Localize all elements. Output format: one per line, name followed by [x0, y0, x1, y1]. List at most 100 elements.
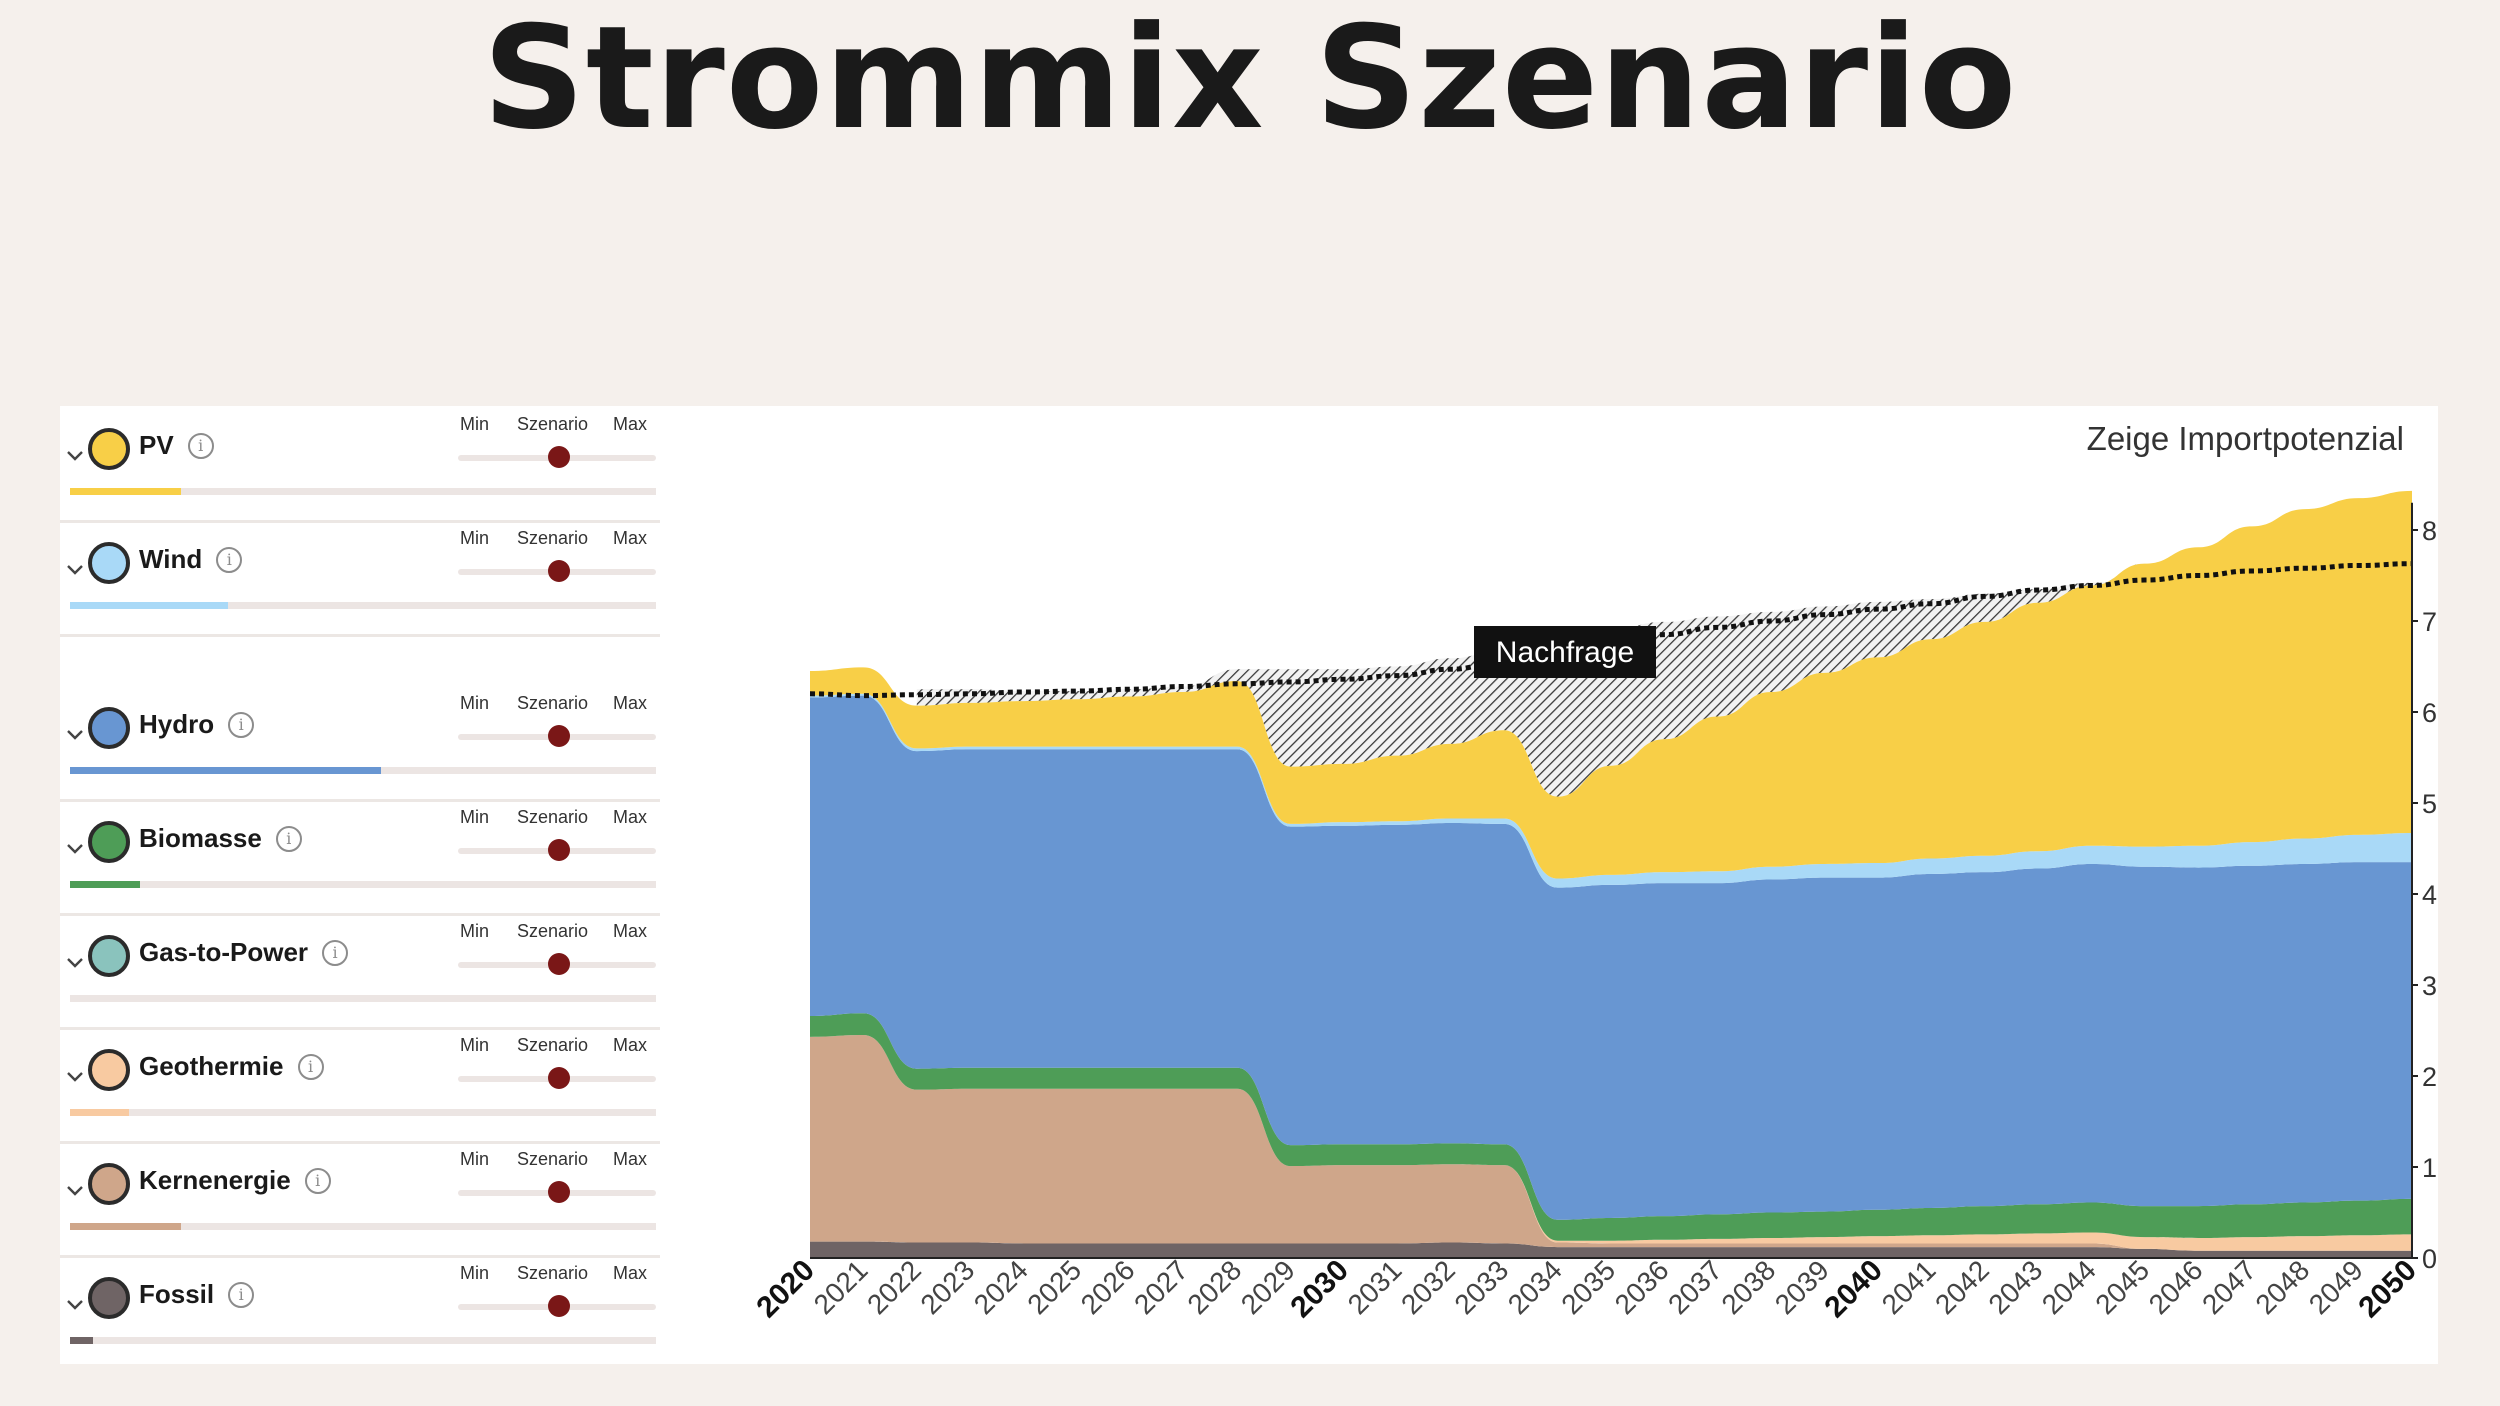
share-bar-fill [70, 1337, 94, 1344]
x-tick-label: 2037 [1662, 1254, 1728, 1320]
x-tick-label: 2026 [1075, 1254, 1141, 1320]
slider-handle[interactable] [548, 446, 570, 468]
control-label: Biomasse i [139, 823, 302, 854]
x-tick-label: 2047 [2196, 1254, 2262, 1320]
geothermie-icon [88, 1049, 130, 1091]
stacked-area-chart: 0102030405060708020202021202220232024202… [750, 490, 2438, 1325]
page-title: Strommix Szenario [482, 0, 2018, 161]
control-label: Kernenergie i [139, 1165, 331, 1196]
control-label-text: Geothermie [139, 1051, 284, 1081]
x-tick-label: 2039 [1769, 1254, 1835, 1320]
x-tick-label: 2030 [1284, 1254, 1355, 1325]
max-label: Max [613, 414, 648, 434]
max-label: Max [613, 1263, 648, 1283]
min-label: Min [460, 1035, 490, 1055]
x-tick-label: 2022 [861, 1254, 927, 1320]
share-bar [70, 602, 656, 609]
info-icon[interactable]: i [216, 547, 243, 573]
import-potential-area [916, 563, 2145, 797]
x-tick-label: 2035 [1555, 1254, 1621, 1320]
y-tick-label: 70 [2422, 607, 2438, 637]
info-icon[interactable]: i [304, 1168, 331, 1194]
x-tick-label: 2044 [2036, 1254, 2102, 1320]
scenario-label: Szenario [517, 1263, 589, 1283]
control-label: Gas-to-Power i [139, 937, 349, 968]
info-icon[interactable]: i [275, 826, 302, 852]
control-row-biomasse: Biomasse i Min Szenario Max [60, 799, 660, 916]
chevron-down-icon[interactable] [62, 949, 88, 973]
x-tick-label: 2043 [1982, 1254, 2048, 1320]
control-label-text: Wind [139, 544, 203, 574]
demand-tooltip [1474, 626, 1656, 678]
x-tick-label: 2042 [1929, 1254, 1995, 1320]
control-label: Geothermie i [139, 1051, 324, 1082]
y-tick-label: 30 [2422, 971, 2438, 1001]
area-kernenergie [810, 1035, 2412, 1251]
max-label: Max [613, 807, 648, 827]
share-bar-fill [70, 1109, 129, 1116]
y-tick-label: 40 [2422, 880, 2438, 910]
x-tick-label: 2038 [1715, 1254, 1781, 1320]
chevron-down-icon[interactable] [62, 835, 88, 859]
info-icon[interactable]: i [297, 1054, 324, 1080]
import-potential-toggle[interactable]: Zeige Importpotenzial [2086, 420, 2404, 457]
slider-handle[interactable] [548, 953, 570, 975]
max-label: Max [613, 693, 648, 713]
info-icon[interactable]: i [187, 433, 214, 459]
chevron-down-icon[interactable] [62, 721, 88, 745]
control-row-pv: PV i Min Szenario Max [60, 406, 660, 523]
x-tick-label: 2021 [808, 1254, 874, 1320]
control-row-geothermie: Geothermie i Min Szenario Max [60, 1027, 660, 1144]
chart-panel: PV i Min Szenario Max Wind i Min Szenario Max Hydr… [60, 406, 2438, 1364]
chevron-down-icon[interactable] [62, 442, 88, 466]
max-label: Max [613, 1035, 648, 1055]
x-tick-label: 2046 [2143, 1254, 2209, 1320]
slider-handle[interactable] [548, 1067, 570, 1089]
min-label: Min [460, 693, 490, 713]
y-tick-label: 60 [2422, 698, 2438, 728]
x-tick-label: 2049 [2303, 1254, 2369, 1320]
x-tick-label: 2033 [1448, 1254, 1514, 1320]
x-tick-label: 2040 [1818, 1254, 1889, 1325]
share-bar [70, 1337, 656, 1344]
control-label: Wind i [139, 544, 243, 575]
x-tick-label: 2024 [968, 1254, 1034, 1320]
scenario-label: Szenario [517, 528, 589, 548]
chevron-down-icon[interactable] [62, 1177, 88, 1201]
gas-icon [88, 935, 130, 977]
area-fossil [810, 1241, 2412, 1258]
slider-handle[interactable] [548, 1181, 570, 1203]
chevron-down-icon[interactable] [62, 556, 88, 580]
info-icon[interactable]: i [228, 1282, 255, 1308]
area-biomasse [810, 1013, 2412, 1241]
share-bar [70, 995, 656, 1002]
hydro-icon [88, 707, 130, 749]
y-tick-label: 80 [2422, 516, 2438, 546]
fossil-icon [88, 1277, 130, 1319]
max-label: Max [613, 528, 648, 548]
x-tick-label: 2029 [1235, 1254, 1301, 1320]
slider-handle[interactable] [548, 725, 570, 747]
chevron-down-icon[interactable] [62, 1063, 88, 1087]
chevron-down-icon[interactable] [62, 1291, 88, 1315]
control-label: PV i [139, 430, 214, 461]
control-label: Fossil i [139, 1279, 255, 1310]
info-icon[interactable]: i [322, 940, 349, 966]
scenario-label: Szenario [517, 1149, 589, 1169]
share-bar [70, 767, 656, 774]
slider-handle[interactable] [548, 560, 570, 582]
wind-icon [88, 542, 130, 584]
control-row-gas-to-power: Gas-to-Power i Min Szenario Max [60, 913, 660, 1030]
x-tick-label: 2032 [1395, 1254, 1461, 1320]
control-row-wind: Wind i Min Szenario Max [60, 520, 660, 637]
y-tick-label: 10 [2422, 1153, 2438, 1183]
share-bar-fill [70, 1223, 182, 1230]
slider-handle[interactable] [548, 1295, 570, 1317]
slider-handle[interactable] [548, 839, 570, 861]
control-label-text: Fossil [139, 1279, 215, 1309]
control-label: Hydro i [139, 709, 255, 740]
info-icon[interactable]: i [228, 712, 255, 738]
y-tick-label: 0 [2422, 1244, 2437, 1274]
control-label-text: Biomasse [139, 823, 262, 853]
y-tick-label: 50 [2422, 789, 2438, 819]
